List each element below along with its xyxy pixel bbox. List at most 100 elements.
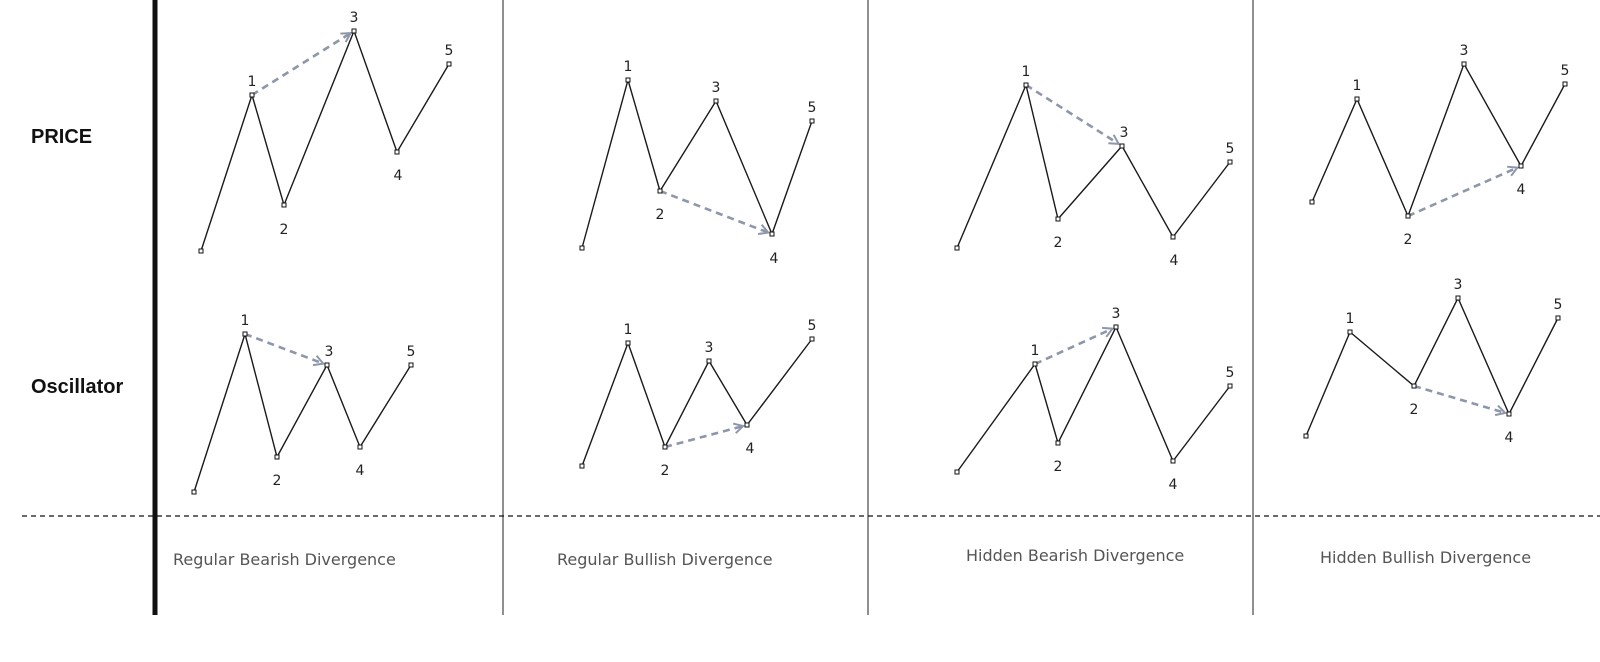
regular-bullish-price-line — [581, 77, 813, 249]
hidden-bullish-oscillator-point-5 — [1555, 315, 1561, 321]
regular-bearish-price-point-0 — [198, 248, 204, 254]
regular-bearish-price-point-1 — [249, 92, 255, 98]
panels-layer: 1 2 3 4 5 1 2 3 4 5 1 2 3 4 5 1 2 3 4 5 1 2 3 4 5 1 2 3 4 5 1 2 3 4 5 1 2 3 4 5 — [191, 10, 1570, 495]
grid-lines — [22, 0, 1600, 615]
hidden-bearish-oscillator-point-1 — [1032, 361, 1038, 367]
hidden-bullish-oscillator-point-4 — [1506, 411, 1512, 417]
regular-bullish-price-point-3 — [713, 98, 719, 104]
regular-bullish-oscillator-line — [581, 338, 813, 467]
hidden-bearish-oscillator-point-3 — [1113, 324, 1119, 330]
regular-bullish-price-point-2 — [657, 188, 663, 194]
regular-bearish-oscillator-point-label-3: 3 — [325, 344, 334, 360]
regular-bullish-price-point-label-1: 1 — [624, 59, 633, 75]
regular-bullish-price-point-label-5: 5 — [808, 100, 817, 116]
regular-bearish-price-group: 1 2 3 4 5 — [198, 10, 454, 254]
regular-bearish-oscillator-point-label-5: 5 — [407, 344, 416, 360]
hidden-bullish-price-point-label-5: 5 — [1561, 63, 1570, 79]
hidden-bearish-oscillator-point-label-3: 3 — [1112, 306, 1121, 322]
regular-bullish-oscillator-point-label-1: 1 — [624, 322, 633, 338]
regular-bullish-price-point-4 — [769, 231, 775, 237]
regular-bearish-oscillator-point-5 — [408, 362, 414, 368]
regular-bullish-price-group: 1 2 3 4 5 — [579, 59, 817, 267]
hidden-bearish-oscillator-divergence-arrow — [1034, 329, 1112, 366]
regular-bullish-oscillator-point-0 — [579, 463, 585, 469]
regular-bearish-price-point-label-1: 1 — [248, 74, 257, 90]
hidden-bearish-price-point-label-2: 2 — [1054, 235, 1063, 251]
hidden-bearish-oscillator-group: 1 2 3 4 5 — [954, 306, 1234, 493]
hidden-bullish-price-group: 1 2 3 4 5 — [1309, 43, 1570, 248]
regular-bullish-price-divergence-arrow — [659, 189, 768, 233]
hidden-bearish-oscillator-point-5 — [1227, 383, 1233, 389]
hidden-bearish-oscillator-point-4 — [1170, 458, 1176, 464]
hidden-bullish-oscillator-point-2 — [1411, 383, 1417, 389]
regular-bullish-oscillator-point-label-3: 3 — [705, 340, 714, 356]
hidden-bearish-price-point-label-3: 3 — [1120, 125, 1129, 141]
regular-bearish-price-divergence-arrow — [251, 32, 351, 97]
hidden-bearish-price-point-2 — [1055, 216, 1061, 222]
hidden-bullish-price-point-label-4: 4 — [1517, 182, 1526, 198]
hidden-bearish-price-point-1 — [1023, 82, 1029, 88]
hidden-bearish-oscillator-point-0 — [954, 469, 960, 475]
regular-bullish-price-point-label-3: 3 — [712, 80, 721, 96]
regular-bearish-oscillator-point-2 — [274, 454, 280, 460]
regular-bullish-oscillator-divergence-arrow — [664, 426, 743, 449]
hidden-bullish-oscillator-point-label-2: 2 — [1410, 402, 1419, 418]
caption-regular-bearish: Regular Bearish Divergence — [173, 550, 396, 569]
regular-bullish-oscillator-point-label-2: 2 — [661, 463, 670, 479]
hidden-bullish-price-point-1 — [1354, 96, 1360, 102]
caption-regular-bullish: Regular Bullish Divergence — [557, 550, 773, 569]
hidden-bearish-price-divergence-arrow — [1025, 83, 1119, 144]
regular-bearish-price-point-label-5: 5 — [445, 43, 454, 59]
regular-bearish-oscillator-point-label-1: 1 — [241, 313, 250, 329]
hidden-bullish-price-point-5 — [1562, 81, 1568, 87]
caption-hidden-bearish: Hidden Bearish Divergence — [966, 546, 1185, 565]
hidden-bearish-price-point-label-1: 1 — [1022, 64, 1031, 80]
regular-bullish-oscillator-point-label-5: 5 — [808, 318, 817, 334]
regular-bearish-price-point-label-2: 2 — [280, 222, 289, 238]
regular-bearish-oscillator-point-4 — [357, 444, 363, 450]
hidden-bullish-oscillator-group: 1 2 3 4 5 — [1303, 277, 1562, 446]
regular-bearish-oscillator-point-3 — [324, 362, 330, 368]
hidden-bearish-price-point-label-5: 5 — [1226, 141, 1235, 157]
row-label-oscillator: Oscillator — [31, 376, 124, 398]
regular-bearish-oscillator-group: 1 2 3 4 5 — [191, 313, 416, 495]
hidden-bearish-oscillator-point-2 — [1055, 440, 1061, 446]
hidden-bearish-price-point-label-4: 4 — [1170, 253, 1179, 269]
hidden-bullish-price-divergence-arrow — [1407, 168, 1517, 218]
regular-bearish-oscillator-line — [193, 331, 412, 493]
hidden-bullish-oscillator-point-label-3: 3 — [1454, 277, 1463, 293]
row-label-price: PRICE — [31, 126, 93, 148]
hidden-bearish-price-point-4 — [1170, 234, 1176, 240]
regular-bullish-price-point-1 — [625, 77, 631, 83]
hidden-bullish-oscillator-divergence-arrow — [1413, 384, 1505, 413]
regular-bullish-oscillator-point-label-4: 4 — [746, 441, 755, 457]
hidden-bearish-price-point-3 — [1119, 143, 1125, 149]
hidden-bearish-oscillator-point-label-1: 1 — [1031, 343, 1040, 359]
hidden-bearish-price-point-5 — [1227, 159, 1233, 165]
regular-bearish-oscillator-point-1 — [242, 331, 248, 337]
hidden-bullish-oscillator-point-3 — [1455, 295, 1461, 301]
hidden-bearish-oscillator-point-label-2: 2 — [1054, 459, 1063, 475]
hidden-bullish-oscillator-point-label-4: 4 — [1505, 430, 1514, 446]
hidden-bullish-oscillator-point-0 — [1303, 433, 1309, 439]
regular-bearish-price-line — [200, 29, 450, 252]
hidden-bullish-price-point-2 — [1405, 213, 1411, 219]
hidden-bullish-price-point-4 — [1518, 163, 1524, 169]
regular-bullish-price-point-label-4: 4 — [770, 251, 779, 267]
regular-bearish-price-point-2 — [281, 202, 287, 208]
regular-bearish-price-point-5 — [446, 61, 452, 67]
hidden-bullish-price-point-label-1: 1 — [1353, 78, 1362, 94]
regular-bullish-oscillator-point-5 — [809, 336, 815, 342]
regular-bearish-price-point-label-4: 4 — [394, 168, 403, 184]
hidden-bearish-oscillator-line — [956, 325, 1231, 473]
hidden-bullish-price-point-3 — [1461, 61, 1467, 67]
caption-hidden-bullish: Hidden Bullish Divergence — [1320, 548, 1532, 567]
regular-bearish-oscillator-point-label-2: 2 — [273, 473, 282, 489]
regular-bullish-oscillator-point-1 — [625, 340, 631, 346]
regular-bearish-price-point-4 — [394, 149, 400, 155]
hidden-bullish-oscillator-point-label-1: 1 — [1346, 311, 1355, 327]
regular-bullish-price-point-5 — [809, 118, 815, 124]
hidden-bearish-price-point-0 — [954, 245, 960, 251]
hidden-bearish-oscillator-point-label-4: 4 — [1169, 477, 1178, 493]
